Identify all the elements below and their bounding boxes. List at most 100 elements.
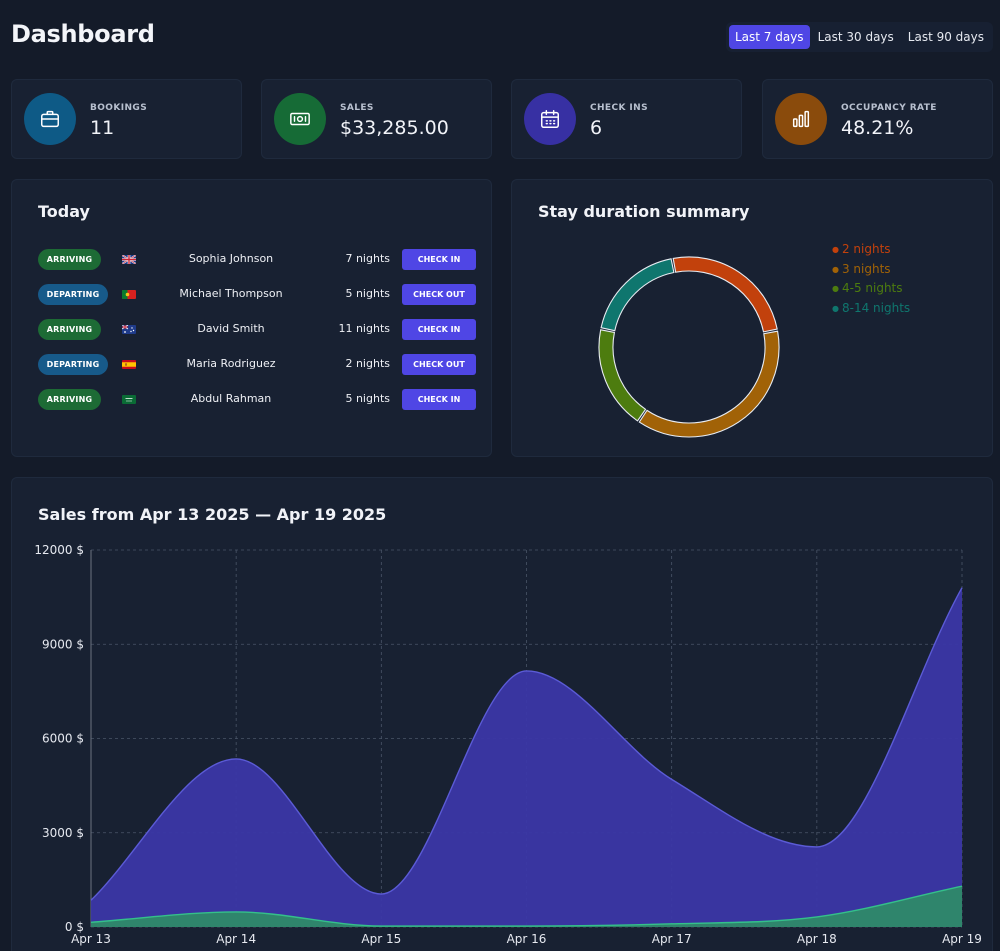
briefcase-icon <box>24 93 76 145</box>
stay-duration-card: Stay duration summary ● 2 nights ● 3 nights… <box>511 179 993 457</box>
stay-nights: 2 nights <box>345 357 390 370</box>
legend-label: 3 nights <box>841 261 891 276</box>
page-header: Dashboard Last 7 days Last 30 days Last … <box>11 20 993 52</box>
date-range-selector: Last 7 days Last 30 days Last 90 days <box>725 22 993 52</box>
spain-flag-icon <box>122 360 136 369</box>
guest-name: Sophia Johnson <box>188 252 274 265</box>
data-point[interactable] <box>956 582 968 594</box>
data-point[interactable] <box>811 841 823 853</box>
legend-item[interactable]: ● 2 nights <box>832 242 910 262</box>
x-tick-label: Apr 16 <box>507 932 547 946</box>
donut-slice-3-nights[interactable] <box>638 330 780 438</box>
data-point[interactable] <box>521 920 533 932</box>
data-point[interactable] <box>666 773 678 785</box>
data-point[interactable] <box>956 880 968 892</box>
guest-name: Abdul Rahman <box>190 392 272 405</box>
legend-dot-icon: ● <box>832 245 839 254</box>
saudi-arabia-flag-icon <box>122 395 136 404</box>
sales-area-chart: 0 $ 3000 $ 6000 $ 9000 $ 12000 $ Apr 13 Apr 14… <box>34 543 982 946</box>
table-row: DEPARTING Michael Thompson 5 nights CHEC… <box>38 284 476 306</box>
legend-item[interactable]: ● 8-14 nights <box>832 301 910 321</box>
x-tick-label: Apr 13 <box>71 932 111 946</box>
status-badge: ARRIVING <box>38 389 101 410</box>
data-point[interactable] <box>85 894 97 906</box>
range-last-7-days-button[interactable]: Last 7 days <box>728 25 810 49</box>
stat-label: OCCUPANCY RATE <box>841 103 937 113</box>
legend-label: 2 nights <box>841 242 891 256</box>
stat-card-bookings: BOOKINGS 11 <box>11 79 242 159</box>
donut-slice-4-5-nights[interactable] <box>598 329 647 422</box>
stay-nights: 7 nights <box>345 252 390 265</box>
australia-flag-icon <box>122 325 136 334</box>
y-tick-label: 0 $ <box>65 920 84 934</box>
stay-nights: 5 nights <box>345 287 390 300</box>
check-out-button[interactable]: CHECK OUT <box>402 354 476 375</box>
data-point[interactable] <box>375 920 387 932</box>
status-badge: ARRIVING <box>38 319 101 340</box>
status-badge: DEPARTING <box>38 284 108 305</box>
check-out-button[interactable]: CHECK OUT <box>402 284 476 305</box>
stat-card-check-ins: CHECK INS 6 <box>511 79 742 159</box>
status-badge: ARRIVING <box>38 249 101 270</box>
data-point[interactable] <box>230 906 242 918</box>
stay-duration-donut-chart <box>598 256 780 438</box>
legend-item[interactable]: ● 4-5 nights <box>832 281 910 301</box>
y-tick-label: 12000 $ <box>34 543 84 557</box>
stat-value: $33,285.00 <box>340 117 449 139</box>
sales-line-series-1 <box>90 587 963 901</box>
stat-value: 48.21% <box>841 117 914 139</box>
page-title: Dashboard <box>11 20 155 48</box>
today-card: Today ARRIVING Sophia Johnson 7 nights C… <box>11 179 492 457</box>
sales-area-series-2 <box>91 886 962 927</box>
sales-title: Sales from Apr 13 2025 — Apr 19 2025 <box>38 505 387 524</box>
legend-label: 8-14 nights <box>841 300 911 315</box>
legend-label: 4-5 nights <box>841 281 903 295</box>
x-tick-label: Apr 17 <box>652 932 692 946</box>
range-last-30-days-button[interactable]: Last 30 days <box>817 30 894 44</box>
calendar-icon <box>524 93 576 145</box>
x-tick-label: Apr 18 <box>797 932 837 946</box>
stat-card-sales: SALES $33,285.00 <box>261 79 492 159</box>
x-tick-label: Apr 15 <box>361 932 401 946</box>
guest-name: Maria Rodriguez <box>186 357 276 370</box>
data-point[interactable] <box>666 918 678 930</box>
stat-value: 6 <box>590 117 603 139</box>
y-tick-label: 6000 $ <box>42 732 84 746</box>
stay-duration-legend: ● 2 nights ● 3 nights ● 4-5 nights ● 8-14 night… <box>832 242 910 320</box>
check-in-button[interactable]: CHECK IN <box>402 389 476 410</box>
status-badge: DEPARTING <box>38 354 108 375</box>
banknote-icon <box>274 93 326 145</box>
data-point[interactable] <box>85 916 97 928</box>
check-in-button[interactable]: CHECK IN <box>402 249 476 270</box>
y-tick-label: 3000 $ <box>42 826 84 840</box>
sales-area-series-1 <box>91 587 962 927</box>
guest-name: Michael Thompson <box>179 287 283 300</box>
stay-nights: 5 nights <box>345 392 390 405</box>
stat-card-occupancy-rate: OCCUPANCY RATE 48.21% <box>762 79 993 159</box>
range-last-90-days-button[interactable]: Last 90 days <box>907 30 984 44</box>
legend-dot-icon: ● <box>832 264 839 274</box>
stay-nights: 11 nights <box>338 322 390 335</box>
check-in-button[interactable]: CHECK IN <box>402 319 476 340</box>
data-point[interactable] <box>375 888 387 900</box>
stat-label: CHECK INS <box>590 103 648 113</box>
portugal-flag-icon <box>122 290 136 299</box>
bar-chart-icon <box>775 93 827 145</box>
y-tick-label: 9000 $ <box>42 637 84 651</box>
legend-item[interactable]: ● 3 nights <box>832 262 910 282</box>
table-row: DEPARTING Maria Rodriguez 2 nights CHECK… <box>38 354 476 376</box>
table-row: ARRIVING David Smith 11 nights CHECK IN <box>38 319 476 341</box>
uk-flag-icon <box>122 255 136 264</box>
donut-slice-8-14-nights[interactable] <box>600 258 675 332</box>
today-title: Today <box>38 202 90 221</box>
legend-dot-icon: ● <box>832 284 839 293</box>
stat-label: BOOKINGS <box>90 103 148 113</box>
data-point[interactable] <box>521 665 533 677</box>
x-tick-label: Apr 14 <box>216 932 256 946</box>
stat-value: 11 <box>90 117 115 139</box>
data-point[interactable] <box>811 911 823 923</box>
donut-slice-2-nights[interactable] <box>672 256 778 333</box>
guest-name: David Smith <box>197 322 265 335</box>
sales-line-series-2 <box>90 885 963 927</box>
data-point[interactable] <box>230 753 242 765</box>
